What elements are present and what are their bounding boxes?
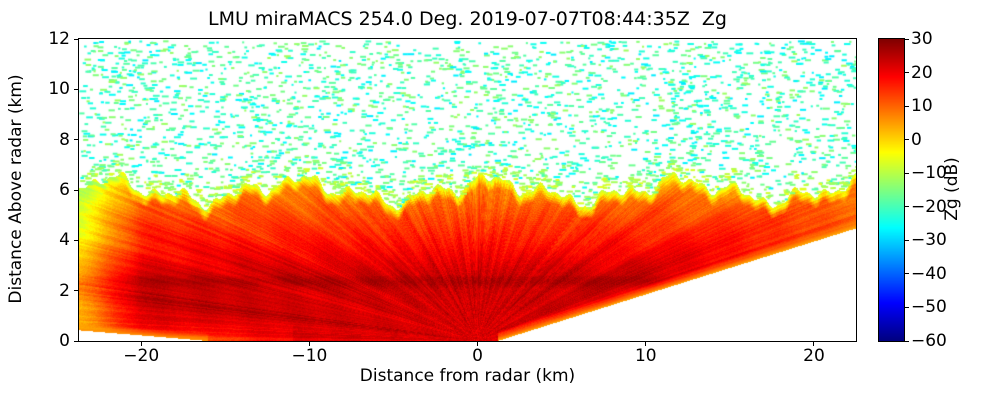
y-tick-mark <box>74 38 78 40</box>
colorbar-tick-mark <box>905 306 909 308</box>
x-tick-mark <box>813 342 815 346</box>
plot-title: LMU miraMACS 254.0 Deg. 2019-07-07T08:44… <box>207 8 727 30</box>
colorbar-tick-label: −40 <box>911 263 947 284</box>
x-tick-mark <box>645 342 647 346</box>
x-tick-label: 10 <box>634 346 657 366</box>
colorbar-tick-label: 20 <box>911 62 933 83</box>
y-axis-label: Distance Above radar (km) <box>6 74 26 304</box>
colorbar-tick-label: −10 <box>911 163 947 184</box>
x-tick-mark <box>477 342 479 346</box>
x-tick-label: 20 <box>803 346 825 366</box>
colorbar-tick-mark <box>905 273 909 275</box>
y-tick-mark <box>74 239 78 241</box>
colorbar-tick-mark <box>905 340 909 342</box>
y-tick-label: 8 <box>59 129 70 150</box>
colorbar-tick-mark <box>905 172 909 174</box>
colorbar-tick-mark <box>905 206 909 208</box>
y-tick-label: 12 <box>48 29 70 49</box>
colorbar-tick-label: −60 <box>911 331 947 351</box>
colorbar-tick-mark <box>905 105 909 107</box>
colorbar-canvas <box>879 39 904 341</box>
x-tick-label: −20 <box>123 346 160 366</box>
y-tick-label: 2 <box>59 280 70 301</box>
colorbar-tick-label: −50 <box>911 297 947 318</box>
y-tick-mark <box>74 189 78 191</box>
colorbar-tick-mark <box>905 72 909 74</box>
colorbar-tick-label: 0 <box>911 129 922 150</box>
colorbar <box>878 38 905 342</box>
y-tick-mark <box>74 88 78 90</box>
colorbar-tick-label: 30 <box>911 29 933 49</box>
colorbar-tick-mark <box>905 38 909 40</box>
y-tick-label: 0 <box>59 331 70 351</box>
colorbar-tick-mark <box>905 139 909 141</box>
y-tick-mark <box>74 340 78 342</box>
colorbar-tick-label: −30 <box>911 230 947 251</box>
y-tick-mark <box>74 139 78 141</box>
y-tick-mark <box>74 290 78 292</box>
x-tick-mark <box>140 342 142 346</box>
rhi-field-canvas <box>79 39 856 341</box>
x-axis-label: Distance from radar (km) <box>359 366 576 386</box>
colorbar-tick-label: −20 <box>911 196 947 217</box>
colorbar-tick-label: 10 <box>911 96 933 117</box>
x-tick-label: −10 <box>291 346 328 366</box>
plot-area <box>78 38 857 342</box>
y-tick-label: 10 <box>48 79 70 100</box>
x-tick-mark <box>308 342 310 346</box>
y-tick-label: 6 <box>59 180 70 200</box>
y-tick-label: 4 <box>59 230 70 251</box>
colorbar-tick-mark <box>905 239 909 241</box>
x-tick-label: 0 <box>472 346 483 366</box>
